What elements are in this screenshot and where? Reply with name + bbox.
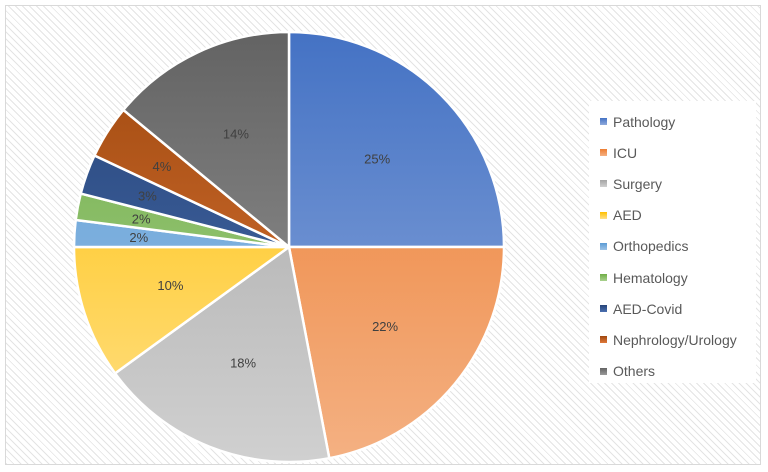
legend-label: Nephrology/Urology [613,331,737,348]
legend-label: Others [613,363,656,380]
data-label-pathology: 25% [364,151,390,166]
legend-label: AED-Covid [613,300,683,317]
legend-item-hematology: Hematology [589,262,756,293]
legend-item-icu: ICU [589,137,756,168]
pie-slice-aed [72,245,291,375]
legend-swatch [600,149,607,157]
data-label-icu: 22% [372,319,398,334]
data-label-surgery: 18% [230,355,256,370]
pie-chart: 25% 22% 18% 10% 2% 2% 3% 4% 14% [72,30,506,464]
legend-swatch [600,305,607,313]
legend-item-orthopedics: Orthopedics [589,231,756,262]
legend-item-pathology: Pathology [589,106,756,137]
data-label-aed: 10% [157,278,183,293]
data-label-orthopedics: 2% [129,230,148,245]
pie-slices [72,30,506,464]
legend-swatch [600,367,607,375]
legend-label: Orthopedics [613,238,689,255]
legend-swatch [600,242,607,250]
data-label-nephrology-urology: 4% [153,159,172,174]
legend-label: ICU [613,144,638,161]
legend-label: Surgery [613,175,663,192]
pie-slice-surgery [113,245,331,464]
legend-item-aed-covid: AED-Covid [589,293,756,324]
chart-area: 25% 22% 18% 10% 2% 2% 3% 4% 14% Pathology ICU Surg… [5,5,761,465]
legend-label: Hematology [613,269,688,286]
data-label-aed-covid: 3% [138,189,157,204]
legend-item-aed: AED [589,200,756,231]
pie-data-labels: 25% 22% 18% 10% 2% 2% 3% 4% 14% [129,127,398,371]
pie-slice-icu [287,245,506,460]
legend-item-nephrology-urology: Nephrology/Urology [589,324,756,355]
legend-label: AED [613,207,642,224]
legend-swatch [600,180,607,188]
pie-slice-others [122,30,291,249]
legend-item-surgery: Surgery [589,168,756,199]
pie-slice-pathology [287,30,506,249]
legend-swatch [600,336,607,344]
legend-item-others: Others [589,356,756,387]
legend-swatch [600,211,607,219]
legend-swatch [600,118,607,126]
legend: Pathology ICU Surgery AED Orthopedics Hematol… [589,101,756,383]
legend-swatch [600,274,607,282]
legend-label: Pathology [613,113,676,130]
data-label-others: 14% [223,127,249,142]
data-label-hematology: 2% [132,211,151,226]
